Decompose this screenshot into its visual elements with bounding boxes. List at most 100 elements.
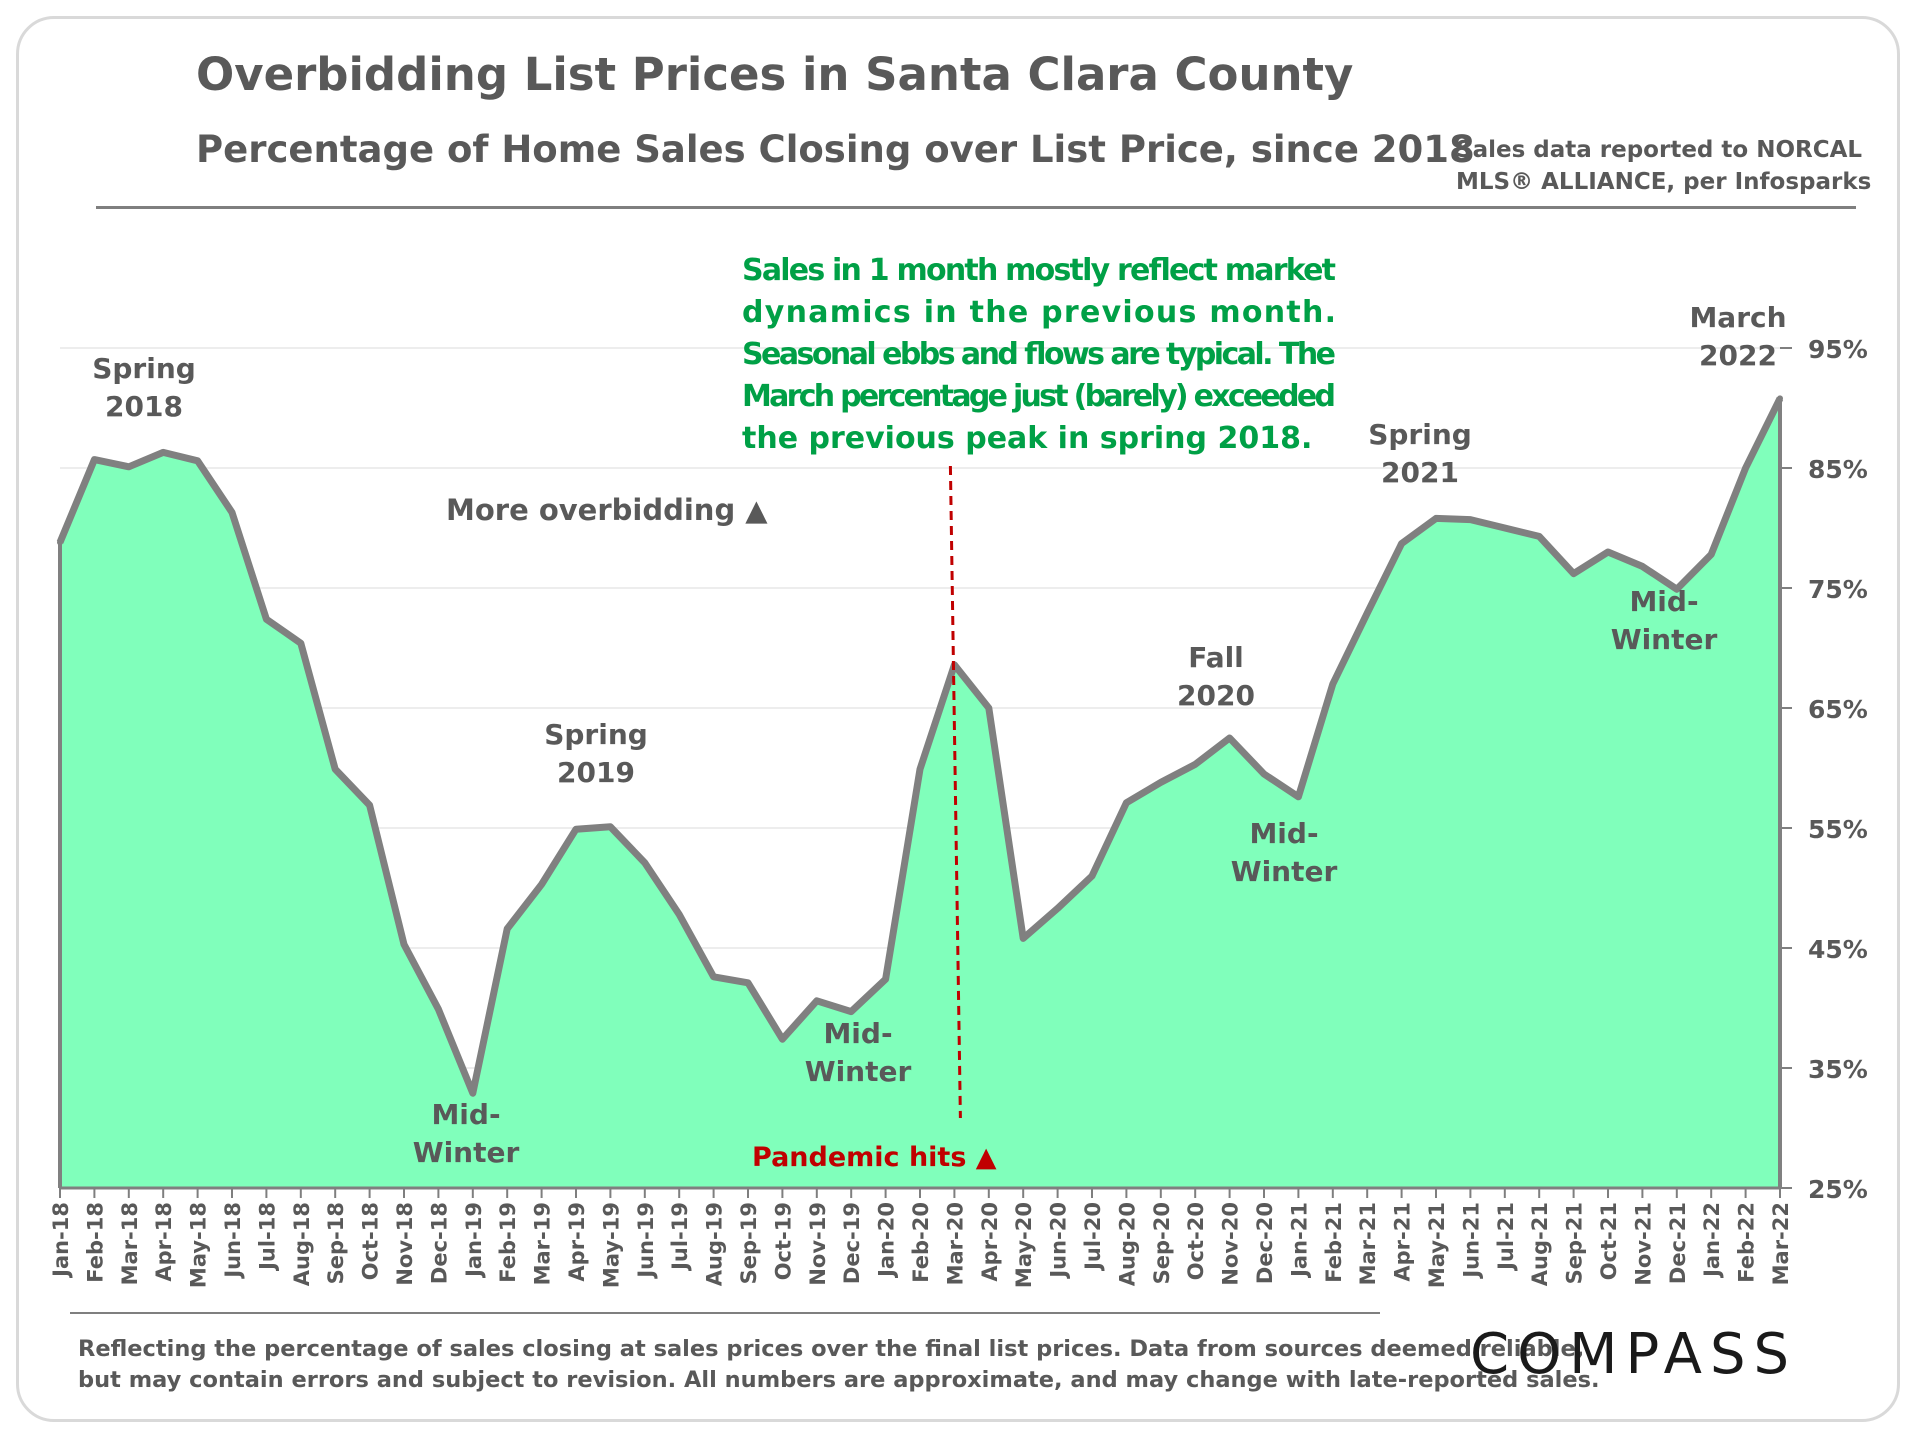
season-annotation-line: Winter — [805, 1055, 912, 1088]
season-annotation-line: Spring — [92, 352, 196, 385]
season-annotation: Mid- Winter — [805, 1017, 912, 1088]
data-point — [1054, 905, 1061, 912]
pandemic-hits-label: Pandemic hits ▲ — [752, 1142, 997, 1173]
footnote-line-1: Reflecting the percentage of sales closi… — [78, 1336, 1585, 1362]
data-point — [91, 456, 98, 463]
season-annotation: Mid- Winter — [1231, 817, 1338, 888]
data-point — [676, 911, 683, 918]
data-point — [469, 1090, 476, 1097]
x-tick-label: Jun-20 — [1047, 1202, 1071, 1280]
callout-line: March percentage just (barely) exceeded — [742, 379, 1336, 414]
data-point — [745, 979, 751, 986]
x-tick-label: May-21 — [1425, 1202, 1449, 1288]
data-point — [1192, 761, 1199, 768]
source-line-1: Sales data reported to NORCAL — [1456, 137, 1863, 163]
source-note: Sales data reported to NORCAL MLS® ALLIA… — [1456, 134, 1871, 198]
x-tick-label: Jan-18 — [49, 1202, 73, 1279]
x-tick-label: Mar-21 — [1356, 1202, 1380, 1285]
x-tick-label: Sep-18 — [324, 1202, 348, 1284]
data-point — [1157, 779, 1164, 786]
data-point — [1261, 771, 1267, 777]
x-tick-label: Oct-20 — [1184, 1202, 1208, 1280]
data-point — [1089, 873, 1095, 879]
callout-line: the previous peak in spring 2018. — [742, 421, 1312, 456]
data-point — [1433, 515, 1439, 522]
season-annotation: Spring 2018 — [92, 352, 196, 423]
data-point — [1398, 540, 1405, 547]
data-point — [1639, 563, 1646, 570]
data-point — [366, 802, 373, 809]
x-tick-label: Aug-20 — [1115, 1202, 1139, 1286]
data-point — [1777, 395, 1783, 402]
data-point — [1605, 549, 1611, 555]
season-annotation: Fall 2020 — [1177, 641, 1255, 712]
data-point — [160, 449, 167, 456]
x-tick-label: Aug-18 — [290, 1202, 314, 1286]
y-tick-label: 25% — [1808, 1175, 1868, 1204]
x-tick-label: Dec-19 — [840, 1202, 864, 1284]
data-point — [1708, 551, 1715, 558]
callout-line: Sales in 1 month mostly reflect market — [742, 253, 1336, 288]
x-tick-label: May-18 — [187, 1202, 211, 1288]
header-divider — [96, 206, 1856, 209]
season-annotation-line: 2021 — [1381, 456, 1459, 489]
x-tick-label: Dec-18 — [427, 1202, 451, 1284]
area-layer — [56, 395, 1784, 1188]
data-point — [1329, 681, 1336, 687]
x-tick-label: Apr-19 — [565, 1202, 589, 1282]
season-annotation-line: Winter — [1611, 623, 1718, 656]
season-annotation-line: 2022 — [1699, 339, 1777, 372]
x-tick-label: Jun-18 — [221, 1202, 245, 1280]
data-point — [435, 1006, 442, 1013]
x-tick-label: Oct-19 — [771, 1202, 795, 1280]
season-annotation: Mid- Winter — [1611, 585, 1718, 656]
season-annotation-line: 2018 — [105, 390, 183, 423]
y-tick-label: 95% — [1808, 335, 1868, 364]
data-point — [1226, 735, 1233, 741]
data-point — [1501, 525, 1508, 531]
season-annotation-line: Spring — [544, 718, 648, 751]
x-tick-label: Mar-22 — [1769, 1202, 1793, 1285]
season-annotation-line: 2020 — [1177, 679, 1255, 712]
x-tick-label: Nov-20 — [1219, 1202, 1243, 1286]
data-point — [1020, 935, 1027, 942]
callout-line: dynamics in the previous month. — [742, 295, 1336, 330]
x-tick-label: Jun-19 — [634, 1202, 658, 1280]
x-tick-label: Oct-18 — [359, 1202, 383, 1280]
x-tick-label: Nov-19 — [806, 1202, 830, 1286]
x-tick-label: Nov-18 — [393, 1202, 417, 1286]
page-subtitle: Percentage of Home Sales Closing over Li… — [196, 128, 1475, 171]
x-tick-label: Mar-18 — [118, 1202, 142, 1285]
x-tick-label: Jul-20 — [1081, 1202, 1105, 1272]
axis-layer: 25% 35% 45% 55% 65% 75% 85% 95% Jan-18 Feb-18 Mar-… — [49, 335, 1868, 1288]
x-tick-label: Jul-18 — [255, 1202, 279, 1272]
season-annotation: Mid- Winter — [413, 1098, 520, 1169]
season-annotation-line: Winter — [1231, 855, 1338, 888]
x-tick-label: Apr-21 — [1391, 1202, 1415, 1282]
data-point — [1123, 799, 1130, 806]
x-tick-label: Apr-18 — [152, 1202, 176, 1282]
data-point — [1536, 533, 1543, 540]
pandemic-marker-line — [948, 465, 962, 1119]
x-tick-label: May-19 — [599, 1202, 623, 1288]
data-point — [297, 640, 304, 647]
data-point — [1467, 516, 1474, 523]
x-tick-label: Sep-21 — [1563, 1202, 1587, 1284]
x-tick-label: May-20 — [1012, 1202, 1036, 1288]
season-annotation-line: Spring — [1368, 418, 1472, 451]
data-point — [1570, 570, 1577, 577]
x-tick-label: Nov-21 — [1631, 1202, 1655, 1286]
season-annotation-line: Mid- — [431, 1098, 500, 1131]
data-point — [194, 457, 201, 464]
season-annotation-line: Winter — [413, 1136, 520, 1169]
x-tick-label: Jan-21 — [1287, 1202, 1311, 1279]
compass-logo: COMPASS — [1470, 1322, 1798, 1387]
data-point — [1742, 465, 1749, 471]
season-annotation-line: Mid- — [823, 1017, 892, 1050]
data-point — [573, 826, 579, 833]
callout-line: Seasonal ebbs and flows are typical. The — [742, 337, 1336, 372]
source-line-2: MLS® ALLIANCE, per Infosparks — [1456, 169, 1872, 195]
data-point — [607, 823, 614, 830]
footnote-line-2: but may contain errors and subject to re… — [78, 1367, 1600, 1393]
